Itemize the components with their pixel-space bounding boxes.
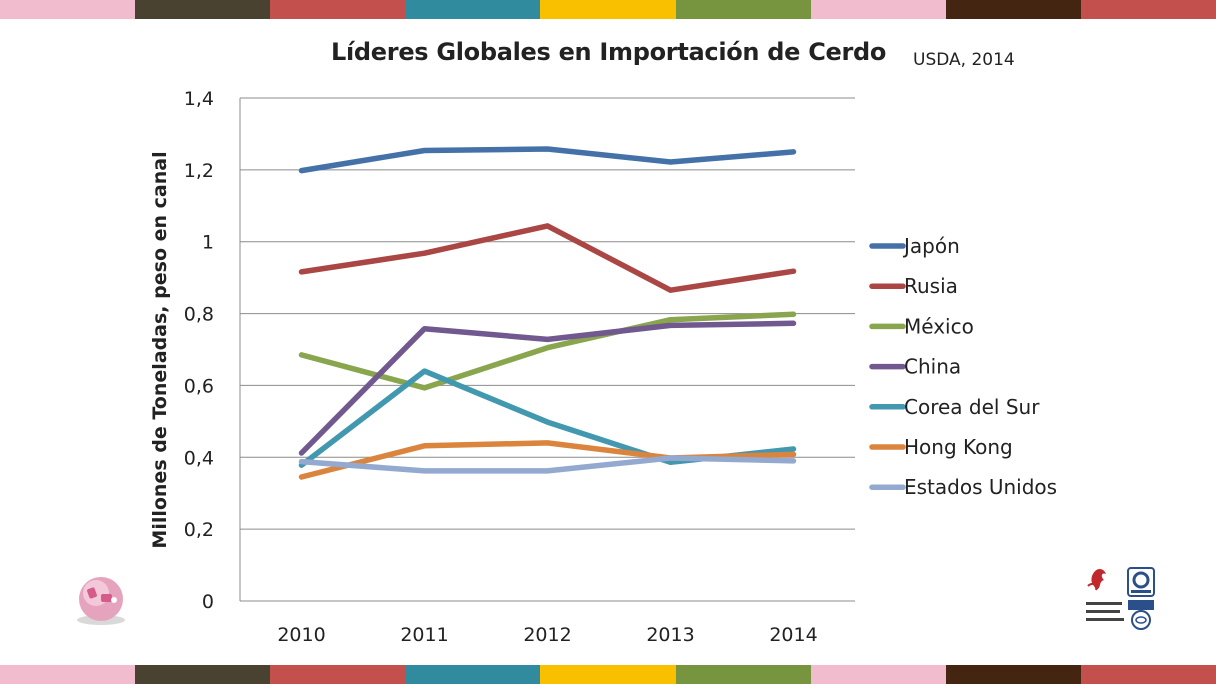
- chart-source: USDA, 2014: [913, 50, 1015, 70]
- y-tick-label: 1,2: [184, 160, 214, 182]
- stripe-segment: [1080, 665, 1216, 684]
- stripe-segment: [540, 665, 676, 684]
- y-tick-label: 0,4: [184, 447, 214, 469]
- stripe-segment: [540, 0, 676, 19]
- stripe-segment: [405, 0, 541, 19]
- x-tick-label: 2014: [769, 624, 817, 646]
- stripe-segment: [1080, 0, 1216, 19]
- stripe-segment: [135, 665, 271, 684]
- legend-label: Japón: [902, 234, 960, 258]
- stripe-segment: [135, 0, 271, 19]
- legend-label: Rusia: [904, 274, 958, 298]
- legend-label: Corea del Sur: [904, 395, 1040, 419]
- y-tick-label: 1,4: [184, 88, 214, 110]
- x-tick-label: 2013: [646, 624, 694, 646]
- stripe-segment: [945, 665, 1081, 684]
- stripe-segment: [810, 665, 946, 684]
- y-axis-label: Millones de Toneladas, peso en canal: [149, 151, 171, 549]
- stripe-segment: [945, 0, 1081, 19]
- x-tick-label: 2010: [277, 624, 325, 646]
- stripe-segment: [675, 0, 811, 19]
- y-tick-label: 0,8: [184, 304, 214, 326]
- top-color-stripe: [0, 0, 1216, 19]
- stripe-segment: [0, 665, 136, 684]
- stripe-segment: [810, 0, 946, 19]
- legend-label: México: [904, 314, 974, 338]
- series-line: [298, 311, 797, 391]
- x-tick-label: 2011: [400, 624, 448, 646]
- stripe-segment: [270, 0, 406, 19]
- x-tick-label: 2012: [523, 624, 571, 646]
- stripe-segment: [405, 665, 541, 684]
- legend-label: China: [904, 355, 961, 379]
- y-tick-label: 0,6: [184, 375, 214, 397]
- y-tick-label: 1: [202, 232, 214, 254]
- series-line: [298, 223, 797, 293]
- series-line: [298, 320, 797, 456]
- series-line: [298, 455, 797, 474]
- y-tick-label: 0,2: [184, 519, 214, 541]
- pig-logo-icon: [74, 576, 130, 628]
- series-line: [298, 146, 797, 174]
- chart-title: Líderes Globales en Importación de Cerdo: [331, 38, 887, 66]
- association-certification-logos-icon: [1084, 562, 1160, 632]
- stripe-segment: [0, 0, 136, 19]
- stripe-segment: [270, 665, 406, 684]
- stripe-segment: [675, 665, 811, 684]
- legend-label: Estados Unidos: [904, 475, 1057, 499]
- bottom-color-stripe: [0, 665, 1216, 684]
- legend-label: Hong Kong: [904, 435, 1013, 459]
- y-tick-label: 0: [202, 591, 214, 613]
